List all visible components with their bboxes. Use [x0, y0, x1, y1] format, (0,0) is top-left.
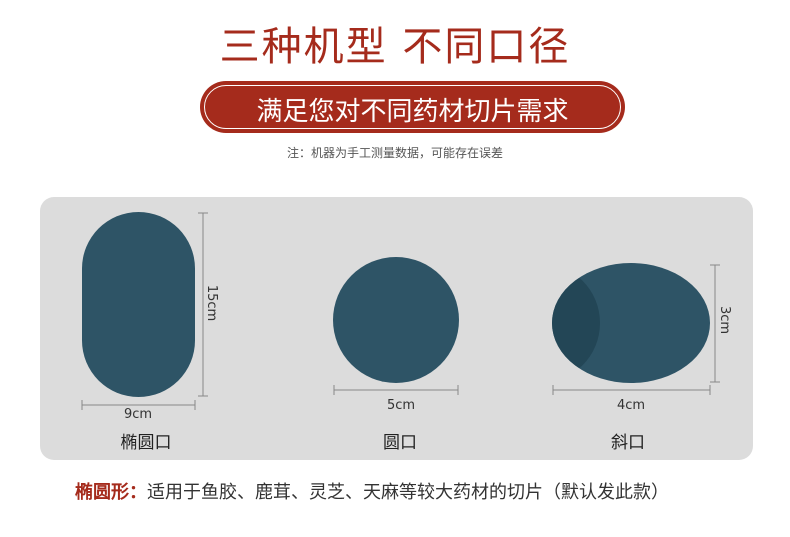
shape-label: 圆口	[383, 433, 417, 453]
width-label: 9cm	[124, 407, 152, 422]
footer: 椭圆形：适用于鱼胶、鹿茸、灵芝、天麻等较大药材的切片（默认发此款）	[75, 478, 669, 504]
dimension-lines	[81, 212, 720, 410]
width-label: 5cm	[387, 398, 415, 413]
oval-shape	[82, 212, 195, 397]
pill-border	[204, 85, 621, 129]
footer-term: 椭圆形：	[75, 482, 147, 503]
note: 注：机器为手工测量数据，可能存在误差	[286, 146, 503, 160]
footer-text: 适用于鱼胶、鹿茸、灵芝、天麻等较大药材的切片（默认发此款）	[147, 482, 669, 503]
round-shape	[333, 257, 459, 383]
height-label: 3cm	[717, 306, 732, 334]
subtitle: 满足您对不同药材切片需求	[256, 97, 569, 127]
subtitle-pill	[200, 81, 625, 133]
shape-label: 斜口	[611, 433, 645, 453]
shape-label: 椭圆口	[121, 433, 172, 453]
width-label: 4cm	[617, 398, 645, 413]
slant-overlap	[552, 263, 600, 383]
title: 三种机型 不同口径	[219, 24, 571, 70]
height-label: 15cm	[204, 285, 219, 321]
